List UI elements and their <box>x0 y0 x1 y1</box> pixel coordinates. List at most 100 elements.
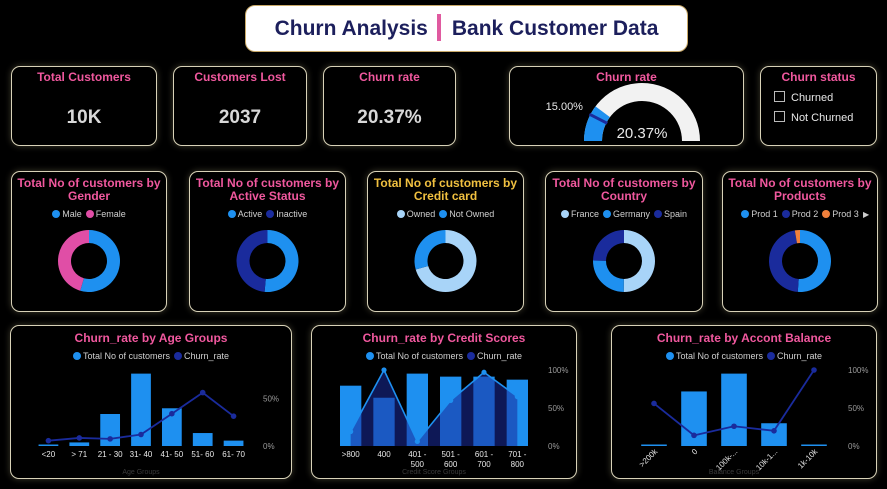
bar-31-40[interactable] <box>131 373 151 446</box>
x-tick-label: 1k-10k <box>796 446 820 470</box>
legend-item-male[interactable]: Male <box>52 209 82 219</box>
churn-rate-point-20[interactable] <box>45 437 52 444</box>
donut-slice-owned[interactable] <box>415 230 477 292</box>
churn-rate-point-31-40[interactable] <box>138 431 144 438</box>
churn-status-slicer: Churn status Churned Not Churned <box>760 66 877 146</box>
x-tick-label: 401 -500 <box>408 450 427 469</box>
churn-rate-point-200k[interactable] <box>651 400 657 407</box>
churn-rate-point-71[interactable] <box>76 435 83 441</box>
legend-item-germany[interactable]: Germany <box>602 209 650 219</box>
legend-item-churn-rate[interactable]: Churn_rate <box>174 351 229 361</box>
x-axis-title: Balance Groups <box>709 469 760 476</box>
x-tick-label: 400 <box>377 450 391 459</box>
churn-rate-point-401-500[interactable] <box>414 438 420 445</box>
legend-item-prod-1[interactable]: Prod 1 <box>741 209 778 219</box>
chart-legend: Male Female <box>12 209 166 219</box>
churn-rate-point-100k[interactable] <box>731 423 737 430</box>
x-axis-title: Age Groups <box>122 469 160 476</box>
churn-rate-point-601-700[interactable] <box>481 369 487 375</box>
legend-scroll-arrow-icon[interactable]: ▶ <box>863 210 870 219</box>
chart-title: Total No of customers by Products <box>728 176 872 203</box>
donut-card-active-status: Total No of customers by Active Status A… <box>189 171 346 312</box>
slicer-option-not-churned[interactable]: Not Churned <box>774 111 853 124</box>
checkbox-icon[interactable] <box>774 111 785 122</box>
churn-rate-point-61-70[interactable] <box>230 413 237 419</box>
legend-item-female[interactable]: Female <box>85 209 126 219</box>
bar-71[interactable] <box>69 442 90 446</box>
legend-item-total-no-of-customers[interactable]: Total No of customers <box>72 351 170 361</box>
donut-slice-prod-2[interactable] <box>769 230 799 292</box>
legend-item-spain[interactable]: Spain <box>654 209 687 219</box>
legend-item-total-no-of-customers[interactable]: Total No of customers <box>665 351 763 361</box>
churn-rate-point-400[interactable] <box>381 367 387 373</box>
donut-slice-prod-1[interactable] <box>797 230 831 292</box>
kpi-value: 2037 <box>218 107 262 128</box>
legend-item-not-owned[interactable]: Not Owned <box>439 209 494 219</box>
churn-rate-point-701-800[interactable] <box>514 394 520 400</box>
legend-dot-icon <box>365 352 374 360</box>
donut-card-credit-card: Total No of customers by Credit card Own… <box>367 171 524 312</box>
legend-item-inactive[interactable]: Inactive <box>266 209 307 219</box>
account-balance-combo-chart: 0%50%100%>200k 0 100k-... 10k-1... 1k-10kBal… <box>637 366 868 476</box>
donut-slice-spain[interactable] <box>593 230 624 261</box>
donut-slice-female[interactable] <box>57 230 89 291</box>
legend-item-churn-rate[interactable]: Churn_rate <box>467 351 522 361</box>
bar-51-60[interactable] <box>192 433 213 446</box>
donut-slice-inactive[interactable] <box>236 230 268 292</box>
y2-tick-label: 100% <box>548 366 568 375</box>
slicer-title: Churn status <box>781 70 856 84</box>
chart-title: Total No of customers by Credit card <box>373 176 518 203</box>
churn-rate-point-21-30[interactable] <box>107 436 113 442</box>
checkbox-icon[interactable] <box>774 91 785 102</box>
donut-slice-prod-3[interactable] <box>794 230 800 244</box>
chart-title: Total No of customers by Country <box>552 176 696 203</box>
x-tick-label: 501 -600 <box>442 450 461 469</box>
churn-rate-point-0[interactable] <box>691 432 697 439</box>
chart-legend: Owned Not Owned <box>368 209 523 219</box>
dashboard-title: Churn Analysis Bank Customer Data <box>245 5 688 52</box>
churn-rate-point-41-50[interactable] <box>169 410 175 417</box>
legend-item-owned[interactable]: Owned <box>396 209 435 219</box>
x-tick-label: 51- 60 <box>191 450 214 459</box>
bar-100k[interactable] <box>721 373 747 446</box>
donut-slice-not-owned[interactable] <box>414 230 446 270</box>
bar-401-500[interactable] <box>406 373 428 446</box>
bar-10k-1[interactable] <box>761 423 787 446</box>
legend-item-active[interactable]: Active <box>227 209 262 219</box>
legend-dot-icon <box>822 210 831 218</box>
legend-item-prod-3[interactable]: Prod 3 <box>822 209 859 219</box>
churn-rate-point-501-600[interactable] <box>448 397 454 403</box>
legend-item-churn-rate[interactable]: Churn_rate <box>767 351 822 361</box>
donut-slice-male[interactable] <box>80 230 120 292</box>
churn-rate-point-51-60[interactable] <box>199 389 206 396</box>
bar-1k-10k[interactable] <box>801 444 827 447</box>
chart-legend: Total No of customers Churn_rate <box>612 351 876 361</box>
bar-20[interactable] <box>38 444 59 447</box>
x-tick-label: 601 -700 <box>475 450 494 469</box>
chart-title: Total No of customers by Gender <box>17 176 161 203</box>
bar-200k[interactable] <box>641 444 667 447</box>
credit-card-donut-chart <box>414 230 477 292</box>
chart-legend: Active Inactive <box>190 209 345 219</box>
x-tick-label: 701 -800 <box>508 450 527 469</box>
kpi-card-customers-lost: Customers Lost 2037 <box>173 66 307 146</box>
legend-dot-icon <box>72 352 81 360</box>
gauge-card[interactable]: Churn rate 15.00% 20.37% <box>509 66 744 146</box>
legend-label: Total No of customers <box>82 351 170 361</box>
donut-slice-germany[interactable] <box>593 260 624 292</box>
gauge-chart: 15.00% 20.37% <box>546 83 700 142</box>
donut-slice-france[interactable] <box>623 230 655 292</box>
gauge-track <box>584 83 700 141</box>
legend-item-prod-2[interactable]: Prod 2 <box>781 209 818 219</box>
legend-dot-icon <box>665 352 674 360</box>
churn-rate-point-10k-1[interactable] <box>771 428 777 434</box>
legend-item-total-no-of-customers[interactable]: Total No of customers <box>365 351 463 361</box>
chart-legend: Prod 1 Prod 2 Prod 3 <box>723 209 877 219</box>
slicer-option-churned[interactable]: Churned <box>774 91 833 104</box>
churn-rate-point-1k-10k[interactable] <box>811 367 817 373</box>
bar-61-70[interactable] <box>223 440 244 446</box>
donut-slice-active[interactable] <box>264 230 299 292</box>
churn-rate-point-800[interactable] <box>348 428 354 435</box>
legend-dot-icon <box>467 352 475 360</box>
legend-item-france[interactable]: France <box>560 209 599 219</box>
